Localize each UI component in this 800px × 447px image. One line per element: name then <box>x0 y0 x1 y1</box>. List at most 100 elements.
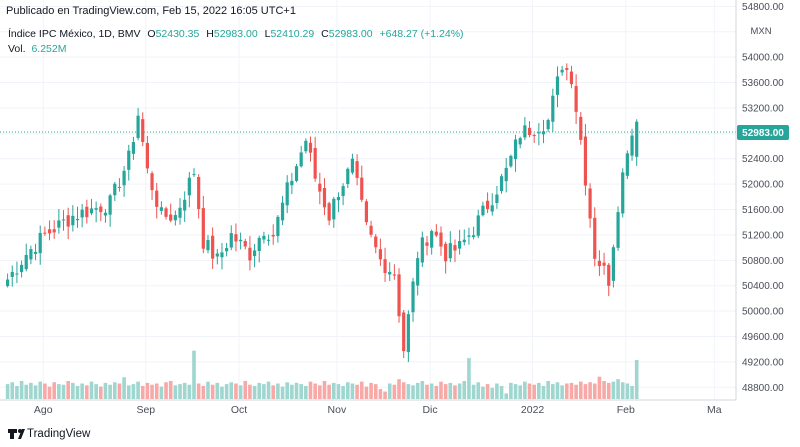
candle-body <box>360 177 364 200</box>
time-axis[interactable]: Ago Sep Oct Nov Dic 2022 Feb Ma <box>34 404 722 416</box>
volume-bar <box>140 385 145 399</box>
candle-body <box>71 215 75 226</box>
volume-bar <box>173 385 178 399</box>
volume-bar <box>588 382 592 399</box>
volume-bar <box>52 382 56 399</box>
candle-body <box>131 142 136 154</box>
volume-bar <box>33 385 38 399</box>
volume-bar <box>24 384 29 399</box>
volume-bar <box>509 382 513 399</box>
candle-body <box>257 237 261 252</box>
volume-bar <box>565 383 569 399</box>
price-axis[interactable]: 48800.00 49200.00 49600.00 50000.00 50400.00… <box>742 2 784 394</box>
candle-body <box>597 260 602 267</box>
candle-body <box>266 239 271 241</box>
candle-body <box>211 235 215 259</box>
brand-name: TradingView <box>27 428 91 440</box>
volume-bar <box>215 382 220 399</box>
candle-body <box>308 142 313 153</box>
candle-body <box>75 218 80 221</box>
candle-body <box>313 148 317 179</box>
candle-body <box>504 167 508 182</box>
volume-bar <box>294 382 299 399</box>
ohlc-open-value: 52430.35 <box>156 28 200 40</box>
candle-body <box>57 220 61 228</box>
candle-body <box>239 239 243 242</box>
volume-bar <box>99 386 103 399</box>
volume-bar <box>467 358 471 399</box>
candle-body <box>630 135 634 156</box>
volume-bar <box>210 384 215 399</box>
candle-body <box>164 208 168 217</box>
candle-body <box>448 243 452 259</box>
volume-bar <box>560 385 564 399</box>
candle-body <box>192 174 196 176</box>
candle-body <box>364 201 369 223</box>
candle-body <box>136 115 140 139</box>
candle-body <box>485 200 490 209</box>
volume-bar <box>341 385 345 399</box>
volume-bar <box>499 385 504 399</box>
candle-body <box>113 183 117 196</box>
volume-bar <box>308 381 313 399</box>
time-tick-label: Ago <box>34 404 53 416</box>
candle-body <box>635 121 639 157</box>
price-tick-label: 51600.00 <box>742 205 784 216</box>
candle-body <box>476 215 480 236</box>
candle-body <box>327 203 331 221</box>
price-tick-label: 52400.00 <box>742 154 784 165</box>
volume-bar <box>322 381 327 399</box>
candle-body <box>518 138 522 145</box>
volume-bar <box>103 382 108 399</box>
volume-bar <box>131 384 136 399</box>
candle-body <box>411 281 415 313</box>
volume-bar <box>159 386 164 399</box>
grid <box>0 0 736 400</box>
ohlc-high-value: 52983.00 <box>214 28 258 40</box>
volume-bar <box>569 382 574 399</box>
candle-body <box>593 217 597 259</box>
time-tick-label: Nov <box>328 404 347 416</box>
volume-bar <box>383 391 387 399</box>
candle-body <box>43 232 47 234</box>
candle-body <box>85 206 89 218</box>
candle-body <box>80 209 84 218</box>
candle-body <box>145 142 149 169</box>
candle-body <box>565 68 569 70</box>
time-tick-label: 2022 <box>521 404 545 416</box>
volume-bar <box>5 384 10 399</box>
price-tick-label: 54000.00 <box>742 53 784 64</box>
candle-body <box>178 207 182 218</box>
volume-bar <box>75 385 80 399</box>
symbol-title: Índice IPC México, 1D, BMV <box>8 27 140 40</box>
candle-body <box>569 71 574 85</box>
candle-body <box>369 225 373 235</box>
candle-body <box>527 127 532 135</box>
candle-body <box>383 259 387 274</box>
candle-body <box>453 245 457 251</box>
volume-bar <box>145 382 150 399</box>
volume-bar <box>47 386 52 399</box>
price-tick-label: 50000.00 <box>742 307 784 318</box>
tv-logo-bar-icon <box>8 429 17 433</box>
volume-bar <box>411 385 415 399</box>
volume-bar <box>355 384 359 399</box>
volume-bar <box>61 384 66 399</box>
volume-bar <box>504 393 509 399</box>
volume-bar <box>518 385 522 399</box>
candle-body <box>523 125 527 138</box>
volume-bar <box>476 382 481 399</box>
candle-body <box>458 241 462 249</box>
ohlc-open-label: O <box>147 28 155 40</box>
volume-bar <box>271 385 276 399</box>
candle-body <box>66 215 70 227</box>
ohlc-close-value: 52983.00 <box>329 28 373 40</box>
volume-bar <box>206 381 210 399</box>
tradingview-logo[interactable]: TradingView <box>8 428 91 440</box>
volume-bar <box>606 382 611 399</box>
volume-bar <box>66 381 70 399</box>
volume-bar <box>369 382 373 399</box>
candle-body <box>397 274 401 317</box>
volume-bar <box>290 384 294 399</box>
